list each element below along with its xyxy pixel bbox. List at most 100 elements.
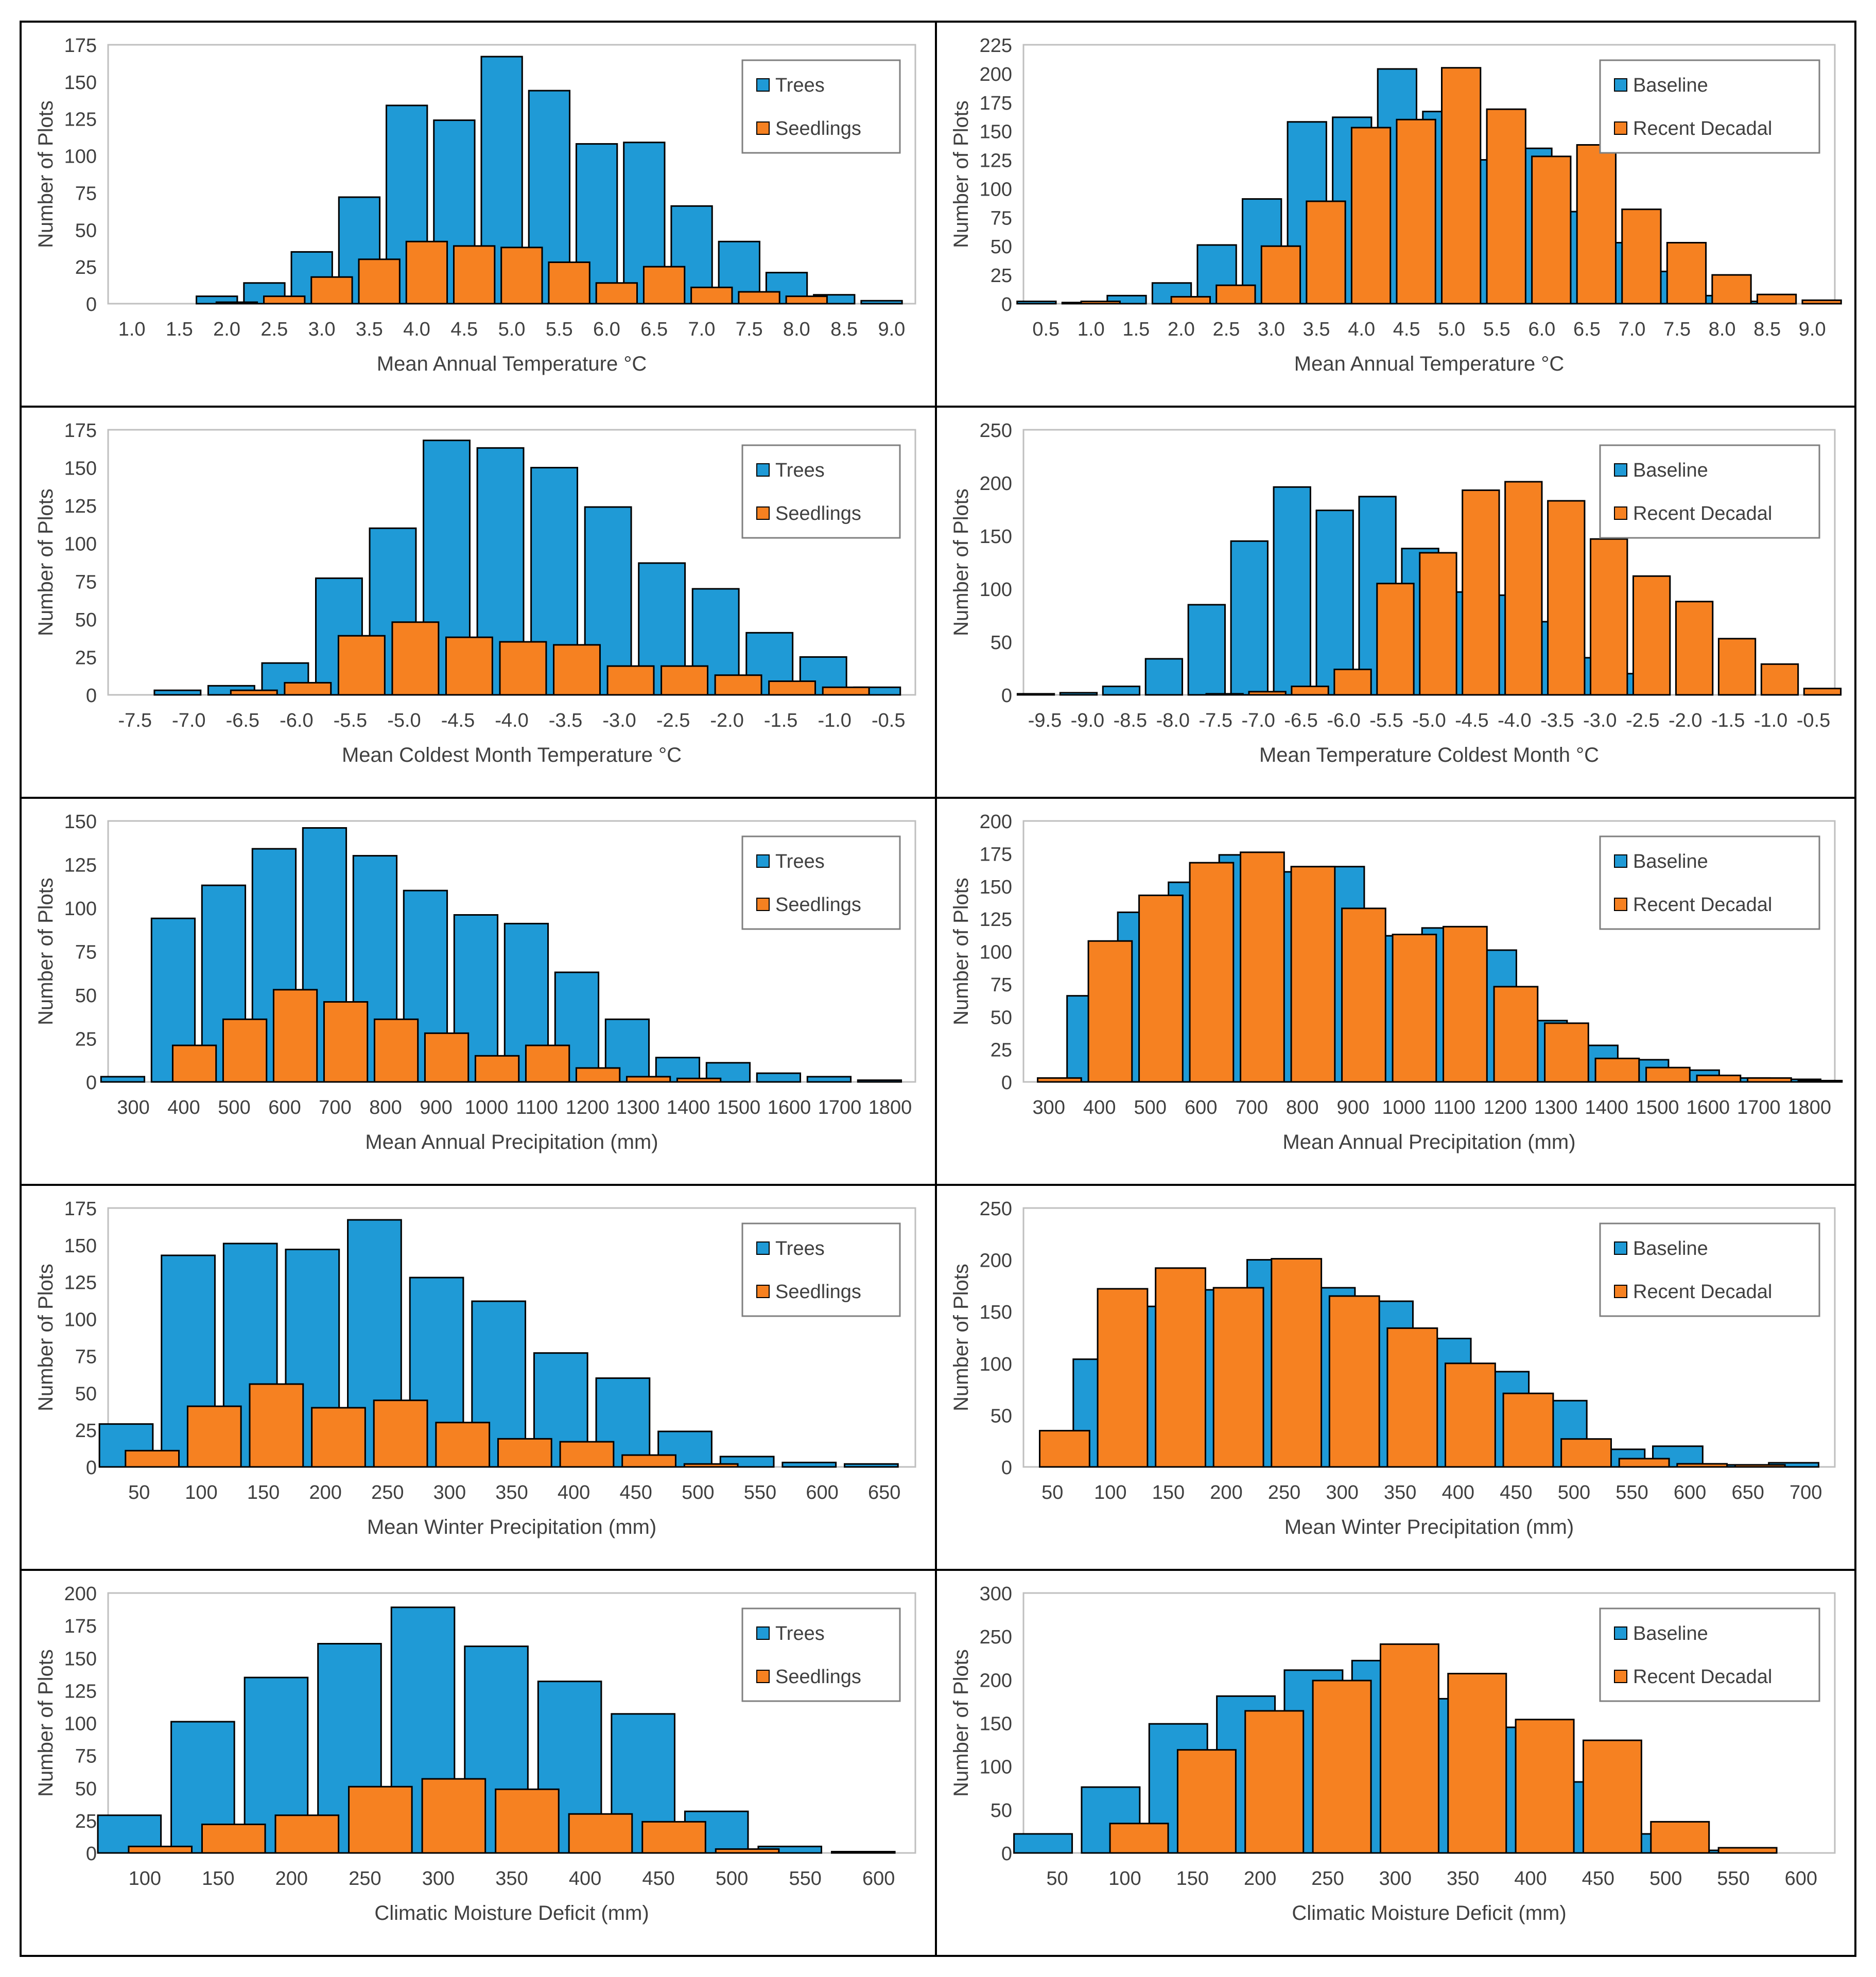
bar-recent-decadal-1300 bbox=[1544, 1022, 1589, 1083]
bar-recent-decadal-2.0 bbox=[1170, 296, 1211, 305]
x-tick-label: 6.0 bbox=[1528, 319, 1555, 340]
legend-swatch bbox=[756, 121, 770, 135]
legend-swatch bbox=[1614, 463, 1627, 477]
legend-label: Recent Decadal bbox=[1633, 503, 1772, 524]
x-tick-label: 5.0 bbox=[498, 319, 526, 340]
x-tick-label: 350 bbox=[495, 1482, 528, 1503]
legend-swatch bbox=[1614, 1670, 1627, 1683]
bar-recent-decadal--0.5 bbox=[1803, 688, 1842, 696]
x-tick-label: 450 bbox=[1500, 1482, 1532, 1503]
bar-baseline--6.0 bbox=[1315, 510, 1354, 696]
x-tick-label: -6.0 bbox=[280, 710, 313, 731]
x-tick-label: 250 bbox=[349, 1868, 381, 1889]
legend-box bbox=[741, 444, 901, 539]
y-tick-label: 75 bbox=[75, 1346, 97, 1368]
legend-swatch bbox=[1614, 1241, 1627, 1255]
x-tick-label: 250 bbox=[1311, 1868, 1344, 1889]
bar-seedlings--1.0 bbox=[822, 686, 870, 696]
legend-swatch bbox=[756, 78, 770, 92]
x-tick-label: 7.5 bbox=[1663, 319, 1691, 340]
x-tick-label: -6.5 bbox=[1284, 710, 1317, 731]
bar-baseline-50 bbox=[1013, 1833, 1073, 1854]
x-tick-label: 300 bbox=[1326, 1482, 1358, 1503]
x-tick-label: 300 bbox=[1379, 1868, 1412, 1889]
y-tick-label: 50 bbox=[991, 1007, 1012, 1028]
x-tick-label: 600 bbox=[1785, 1868, 1817, 1889]
x-tick-label: 600 bbox=[862, 1868, 895, 1889]
bar-seedlings-1000 bbox=[474, 1055, 520, 1083]
y-axis-label: Number of Plots bbox=[34, 1649, 57, 1797]
x-tick-label: 500 bbox=[1558, 1482, 1590, 1503]
bar-recent-decadal-50 bbox=[1039, 1430, 1090, 1468]
bar-seedlings-5.0 bbox=[500, 247, 543, 305]
bar-seedlings-400 bbox=[568, 1813, 633, 1854]
bar-seedlings-100 bbox=[186, 1405, 242, 1468]
y-tick-label: 175 bbox=[64, 420, 97, 442]
bar-baseline--8.0 bbox=[1144, 658, 1184, 696]
bar-recent-decadal-3.0 bbox=[1260, 245, 1301, 305]
y-tick-label: 150 bbox=[980, 1302, 1012, 1323]
y-tick-label: 200 bbox=[980, 1250, 1012, 1272]
legend-swatch bbox=[756, 1285, 770, 1298]
legend-label: Trees bbox=[775, 1238, 825, 1259]
x-tick-label: -7.5 bbox=[118, 710, 152, 731]
x-tick-label: 1100 bbox=[1433, 1097, 1475, 1118]
y-tick-label: 250 bbox=[980, 1198, 1012, 1220]
x-tick-label: -0.5 bbox=[1797, 710, 1830, 731]
x-tick-label: 4.0 bbox=[403, 319, 430, 340]
x-axis-label: Mean Annual Precipitation (mm) bbox=[1282, 1131, 1575, 1153]
y-tick-label: 125 bbox=[64, 1272, 97, 1294]
y-tick-label: 75 bbox=[991, 207, 1012, 229]
bar-recent-decadal-350 bbox=[1386, 1327, 1438, 1468]
x-tick-label: -9.5 bbox=[1028, 710, 1062, 731]
bar-seedlings-400 bbox=[559, 1441, 615, 1468]
legend-swatch bbox=[1614, 1285, 1627, 1298]
bar-seedlings-6.5 bbox=[642, 266, 686, 305]
x-tick-label: 500 bbox=[1134, 1097, 1167, 1118]
legend-label: Seedlings bbox=[775, 1666, 861, 1688]
y-tick-label: 200 bbox=[980, 64, 1012, 85]
bar-seedlings--4.0 bbox=[499, 641, 547, 696]
bar-seedlings--2.0 bbox=[714, 674, 762, 696]
x-tick-label: 1300 bbox=[1534, 1097, 1578, 1118]
x-tick-label: 1.0 bbox=[118, 319, 146, 340]
y-axis-label: Number of Plots bbox=[34, 878, 57, 1025]
legend-label: Recent Decadal bbox=[1633, 1666, 1772, 1688]
legend-swatch bbox=[756, 1241, 770, 1255]
legend-box bbox=[741, 1222, 901, 1317]
bar-recent-decadal--5.5 bbox=[1376, 583, 1415, 696]
x-tick-label: 8.0 bbox=[1709, 319, 1736, 340]
x-tick-label: 4.0 bbox=[1348, 319, 1375, 340]
bar-seedlings-2.0 bbox=[215, 301, 258, 305]
x-tick-label: -5.5 bbox=[1369, 710, 1403, 731]
legend-box bbox=[741, 835, 901, 930]
bar-trees--7.0 bbox=[153, 689, 202, 696]
bar-seedlings--1.5 bbox=[768, 680, 817, 696]
x-tick-label: 250 bbox=[1268, 1482, 1300, 1503]
legend-label: Trees bbox=[775, 75, 825, 96]
chart-a3: 0 25 50 75 100 125 150 Number of Plots 300 400 500… bbox=[34, 811, 916, 1153]
bar-baseline--6.5 bbox=[1273, 486, 1311, 696]
x-tick-label: 1700 bbox=[1737, 1097, 1781, 1118]
x-tick-label: 600 bbox=[1185, 1097, 1217, 1118]
bar-seedlings-1400 bbox=[676, 1077, 722, 1083]
x-tick-label: 1200 bbox=[1483, 1097, 1527, 1118]
x-tick-label: -5.0 bbox=[387, 710, 421, 731]
x-tick-label: 600 bbox=[1674, 1482, 1706, 1503]
legend-label: Trees bbox=[775, 851, 825, 872]
y-axis-label: Number of Plots bbox=[34, 488, 57, 636]
x-tick-label: 400 bbox=[1442, 1482, 1474, 1503]
y-tick-label: 50 bbox=[991, 632, 1012, 654]
y-tick-label: 200 bbox=[64, 1583, 97, 1605]
x-tick-label: -6.0 bbox=[1327, 710, 1360, 731]
bar-recent-decadal-900 bbox=[1341, 907, 1386, 1083]
legend: Baseline Recent Decadal bbox=[1599, 835, 1820, 930]
bar-recent-decadal--1.5 bbox=[1717, 638, 1757, 696]
bar-recent-decadal--6.5 bbox=[1291, 686, 1329, 696]
legend-swatch bbox=[756, 854, 770, 868]
bar-recent-decadal-2.5 bbox=[1215, 284, 1256, 305]
y-tick-label: 25 bbox=[75, 647, 97, 669]
x-tick-label: 300 bbox=[433, 1482, 466, 1503]
bar-baseline-0.5 bbox=[1016, 301, 1057, 305]
x-tick-label: -8.0 bbox=[1156, 710, 1190, 731]
